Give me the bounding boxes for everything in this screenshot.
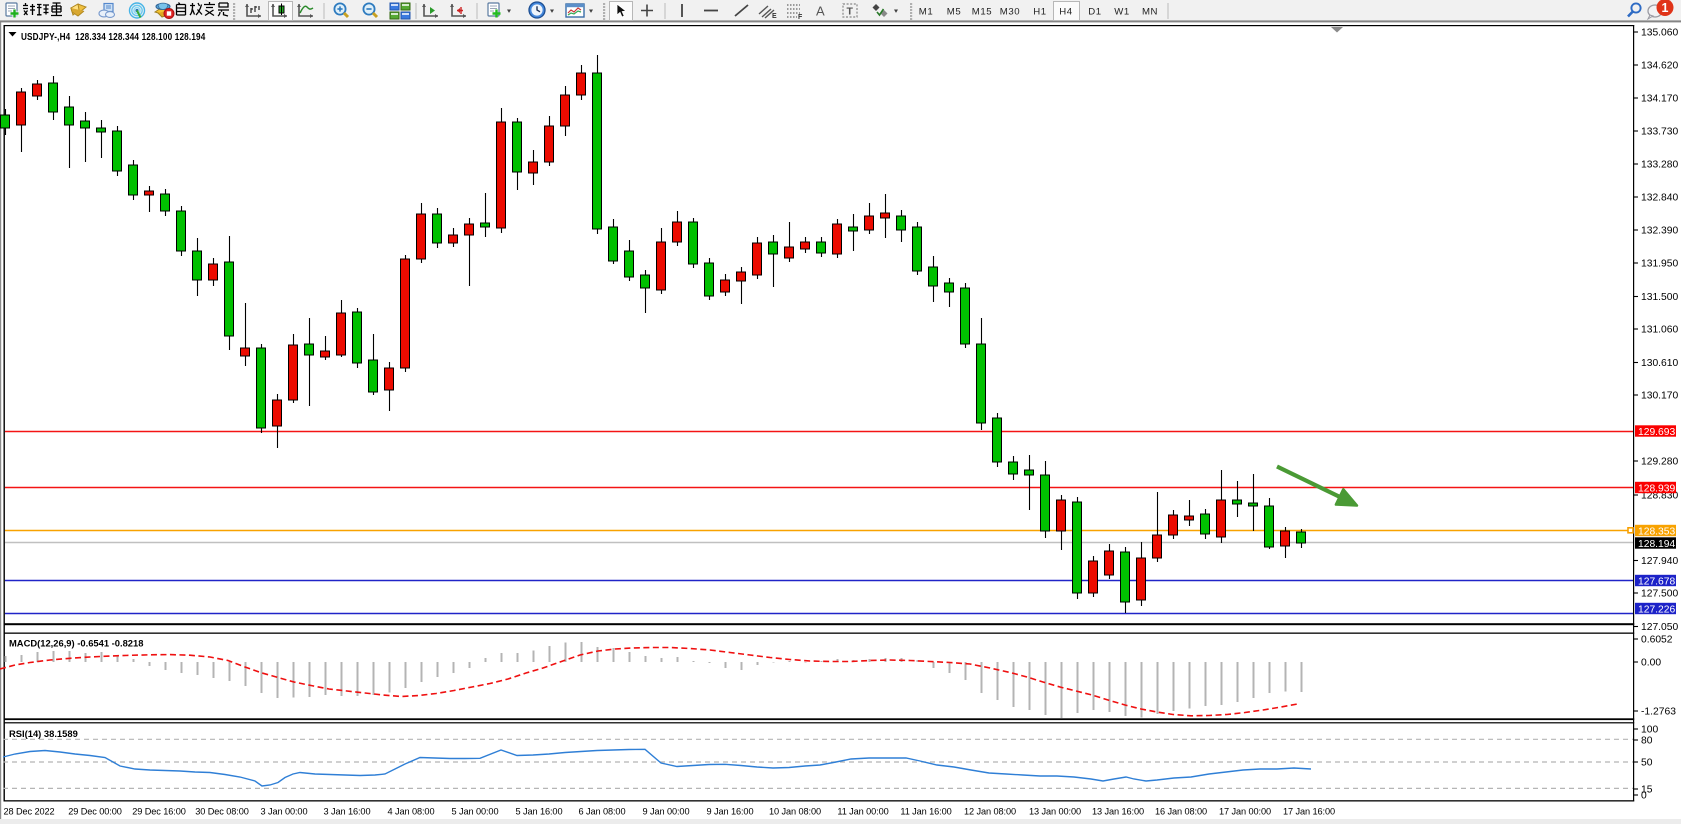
svg-text:135.060: 135.060 xyxy=(1641,28,1678,39)
svg-text:130.610: 130.610 xyxy=(1641,358,1678,369)
svg-text:29 Dec 00:00: 29 Dec 00:00 xyxy=(68,807,121,817)
svg-text:29 Dec 16:00: 29 Dec 16:00 xyxy=(132,807,185,817)
svg-text:131.950: 131.950 xyxy=(1641,259,1678,270)
svg-text:M15: M15 xyxy=(972,7,992,18)
svg-text:MACD(12,26,9) -0.6541 -0.8218: MACD(12,26,9) -0.6541 -0.8218 xyxy=(9,638,143,649)
svg-text:130.170: 130.170 xyxy=(1641,391,1678,402)
svg-text:17 Jan 00:00: 17 Jan 00:00 xyxy=(1219,807,1271,817)
svg-text:127.050: 127.050 xyxy=(1641,622,1678,633)
svg-text:16 Jan 08:00: 16 Jan 08:00 xyxy=(1155,807,1207,817)
svg-text:0.00: 0.00 xyxy=(1641,658,1661,669)
svg-text:134.170: 134.170 xyxy=(1641,94,1678,105)
svg-text:M30: M30 xyxy=(1000,7,1020,18)
svg-text:9 Jan 16:00: 9 Jan 16:00 xyxy=(707,807,754,817)
svg-text:30 Dec 08:00: 30 Dec 08:00 xyxy=(195,807,248,817)
svg-text:28 Dec 2022: 28 Dec 2022 xyxy=(3,807,54,817)
svg-text:9 Jan 00:00: 9 Jan 00:00 xyxy=(643,807,690,817)
svg-text:M5: M5 xyxy=(947,7,962,18)
svg-text:T: T xyxy=(847,6,854,18)
svg-text:D1: D1 xyxy=(1088,7,1101,18)
svg-text:132.390: 132.390 xyxy=(1641,226,1678,237)
svg-text:13 Jan 16:00: 13 Jan 16:00 xyxy=(1092,807,1144,817)
svg-text:12 Jan 08:00: 12 Jan 08:00 xyxy=(964,807,1016,817)
svg-text:13 Jan 00:00: 13 Jan 00:00 xyxy=(1029,807,1081,817)
svg-text:127.940: 127.940 xyxy=(1641,556,1678,567)
svg-text:127.678: 127.678 xyxy=(1638,576,1675,587)
svg-text:3 Jan 00:00: 3 Jan 00:00 xyxy=(261,807,308,817)
svg-text:127.226: 127.226 xyxy=(1638,604,1675,615)
svg-text:127.500: 127.500 xyxy=(1641,589,1678,600)
svg-text:128.939: 128.939 xyxy=(1638,483,1675,494)
svg-text:133.280: 133.280 xyxy=(1641,160,1678,171)
svg-text:0.6052: 0.6052 xyxy=(1641,635,1673,646)
svg-text:A: A xyxy=(816,4,825,19)
svg-text:80: 80 xyxy=(1641,736,1653,747)
svg-text:F: F xyxy=(798,14,803,21)
svg-text:131.500: 131.500 xyxy=(1641,292,1678,303)
svg-text:15: 15 xyxy=(1641,785,1653,796)
svg-text:134.620: 134.620 xyxy=(1641,61,1678,72)
svg-text:H1: H1 xyxy=(1033,7,1046,18)
svg-text:133.730: 133.730 xyxy=(1641,127,1678,138)
svg-text:E: E xyxy=(772,13,777,20)
svg-text:17 Jan 16:00: 17 Jan 16:00 xyxy=(1283,807,1335,817)
svg-text:131.060: 131.060 xyxy=(1641,325,1678,336)
svg-text:128.353: 128.353 xyxy=(1638,526,1675,537)
svg-text:1: 1 xyxy=(1662,1,1669,15)
svg-text:128.830: 128.830 xyxy=(1641,491,1678,502)
svg-text:-1.2763: -1.2763 xyxy=(1641,707,1676,718)
svg-text:11 Jan 00:00: 11 Jan 00:00 xyxy=(837,807,888,817)
svg-text:W1: W1 xyxy=(1114,7,1130,18)
svg-text:H4: H4 xyxy=(1059,7,1073,18)
svg-text:6 Jan 08:00: 6 Jan 08:00 xyxy=(579,807,626,817)
svg-text:5 Jan 00:00: 5 Jan 00:00 xyxy=(452,807,499,817)
svg-text:10 Jan 08:00: 10 Jan 08:00 xyxy=(769,807,821,817)
svg-text:129.280: 129.280 xyxy=(1641,457,1678,468)
svg-text:11 Jan 16:00: 11 Jan 16:00 xyxy=(900,807,951,817)
svg-text:5 Jan 16:00: 5 Jan 16:00 xyxy=(516,807,563,817)
svg-text:129.693: 129.693 xyxy=(1638,427,1675,438)
svg-text:4 Jan 08:00: 4 Jan 08:00 xyxy=(388,807,435,817)
svg-text:M1: M1 xyxy=(919,7,934,18)
svg-text:USDJPY-,H4 128.334 128.344 12: USDJPY-,H4 128.334 128.344 128.100 128.1… xyxy=(21,31,206,42)
svg-text:0: 0 xyxy=(1641,791,1647,802)
svg-text:50: 50 xyxy=(1641,758,1653,769)
svg-text:3 Jan 16:00: 3 Jan 16:00 xyxy=(324,807,371,817)
svg-text:128.194: 128.194 xyxy=(1638,539,1675,550)
svg-text:RSI(14) 38.1589: RSI(14) 38.1589 xyxy=(9,728,78,739)
svg-text:MN: MN xyxy=(1142,7,1158,18)
svg-text:100: 100 xyxy=(1641,725,1658,736)
svg-text:132.840: 132.840 xyxy=(1641,193,1678,204)
